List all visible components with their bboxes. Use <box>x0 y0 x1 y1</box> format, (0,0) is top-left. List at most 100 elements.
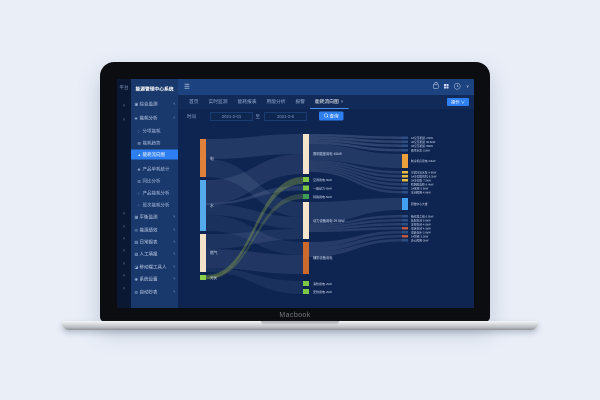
sidebar-item[interactable]: ◉ 系统设置 ∨ <box>131 274 178 284</box>
sankey-node[interactable] <box>402 198 408 210</box>
sankey-node[interactable] <box>402 171 408 174</box>
sidebar-item[interactable]: ◍ 自动抄表 ∨ <box>131 287 178 297</box>
sankey-node[interactable] <box>402 187 408 190</box>
sankey-chart[interactable]: 电水燃气 光伏 照明插座用电·45kW 空调用电·9kW 一般动力·6kW 特殊用电·5k… <box>193 129 473 307</box>
tab[interactable]: 首页 <box>184 95 204 109</box>
sidebar-item[interactable]: ○ 分项能耗 <box>131 126 178 136</box>
sidebar-item[interactable]: ▣综合监测 ∨ <box>131 99 178 109</box>
rail-collapse-chevron-icon[interactable]: ∨ <box>122 236 126 241</box>
tab-action-button[interactable]: 操作 ∨ <box>447 98 469 106</box>
sidebar-item[interactable]: ▦平衡监测 ∨ <box>131 212 178 222</box>
sankey-node[interactable] <box>402 136 408 140</box>
sankey-node[interactable] <box>303 185 309 191</box>
sankey-node-label: 喷涂车间·4.3kW <box>411 227 431 231</box>
sankey-node[interactable] <box>402 149 408 152</box>
sidebar-item[interactable]: ◎ 能源绩效 ∨ <box>131 225 178 235</box>
sankey-node[interactable] <box>200 139 206 177</box>
sankey-node[interactable] <box>402 144 408 148</box>
date-from-input[interactable]: 2021-2-01 <box>210 112 253 121</box>
date-range-separator: 至 <box>255 114 261 119</box>
sidebar-item-label: 同比分析 <box>142 178 161 184</box>
sankey-node[interactable] <box>303 242 309 274</box>
tab-active[interactable]: 能耗流向图 × <box>310 95 349 109</box>
sankey-link <box>309 231 402 247</box>
sankey-node[interactable] <box>303 202 309 239</box>
sankey-link <box>309 139 402 147</box>
tab[interactable]: 用能分析 <box>262 95 291 109</box>
tab[interactable]: 报警 <box>291 95 311 109</box>
sankey-node[interactable] <box>402 179 408 182</box>
sidebar-item-icon: ○ <box>137 192 140 196</box>
date-to-input[interactable]: 2021-2-6 <box>264 112 307 121</box>
rail-collapse-chevron-icon[interactable]: ∨ <box>122 261 126 266</box>
search-button[interactable]: 查询 <box>319 111 344 121</box>
tab[interactable]: 能耗报表 <box>233 95 262 109</box>
sankey-node[interactable] <box>402 154 408 168</box>
sankey-link <box>206 268 303 294</box>
sankey-link <box>206 159 303 217</box>
tab-close-icon[interactable]: × <box>340 99 344 104</box>
sankey-node[interactable] <box>303 194 309 199</box>
sankey-node[interactable] <box>402 191 408 194</box>
sidebar-item[interactable]: ◉ 产品单耗统计 <box>131 164 178 174</box>
hamburger-menu-icon[interactable]: ☰ <box>184 82 190 91</box>
sankey-node[interactable] <box>402 175 408 178</box>
sidebar-item-icon: ◍ <box>134 290 138 295</box>
sankey-node-label: 动力设备用电·29.5kW <box>313 218 346 223</box>
app-screen: 平台 ∨ ∨ ∨ ∨ ∨ ∨ ∨ ∨ ∨ 能源管理中心系统 ▣综合监测 ∨ ◈ 能耗分析 ∧ ○ 分项能耗 ▤… <box>117 79 474 308</box>
sidebar-item[interactable]: ○ 班次能耗分析 <box>131 200 178 210</box>
sankey-node-label: 循环水泵·31kW <box>411 149 430 153</box>
platform-rail-label: 平台 <box>119 85 129 90</box>
rail-collapse-chevron-icon[interactable]: ∨ <box>122 103 126 108</box>
sankey-node[interactable] <box>402 223 408 226</box>
sankey-node[interactable] <box>200 234 206 272</box>
sankey-link <box>309 219 402 228</box>
sankey-node[interactable] <box>402 215 408 218</box>
chevron-icon: ∨ <box>172 228 176 232</box>
chevron-icon: ∨ <box>172 102 176 106</box>
sankey-node[interactable] <box>303 281 309 286</box>
sidebar-item-label: 能耗分析 <box>139 115 158 121</box>
sidebar-item[interactable]: ◈ 能耗分析 ∧ <box>131 113 178 123</box>
sidebar-item[interactable]: ▨人工填报 ∨ <box>131 249 178 259</box>
sidebar-item[interactable]: ▲ 能耗流向图 <box>131 149 178 160</box>
sankey-node[interactable] <box>402 239 408 242</box>
sidebar-item[interactable]: ◪移动端工具人 ∨ <box>131 262 178 272</box>
sidebar-item[interactable]: ▥ 同比分析 <box>131 176 178 186</box>
tab[interactable]: 实时监测 <box>204 95 233 109</box>
sankey-node-label: 1#空压机组·47kW <box>411 136 433 140</box>
sankey-node-label: 安防用电·2kW <box>313 289 332 294</box>
sankey-link <box>309 170 402 194</box>
rail-collapse-chevron-icon[interactable]: ∨ <box>122 211 126 216</box>
rail-collapse-chevron-icon[interactable]: ∨ <box>122 248 126 253</box>
apps-grid-icon[interactable] <box>444 84 449 89</box>
sidebar-item[interactable]: ▧日常报表 ∨ <box>131 237 178 247</box>
sidebar-item[interactable]: ▤ 能耗趋势 <box>131 138 178 148</box>
rail-collapse-chevron-icon[interactable]: ∨ <box>122 286 126 291</box>
sankey-node[interactable] <box>402 219 408 222</box>
sankey-node[interactable] <box>303 134 309 174</box>
sankey-node[interactable] <box>303 289 309 294</box>
rail-collapse-chevron-icon[interactable]: ∨ <box>122 224 126 229</box>
sankey-node[interactable] <box>402 140 408 144</box>
sankey-node[interactable] <box>303 177 309 182</box>
lock-icon[interactable] <box>433 82 439 89</box>
sankey-node[interactable] <box>402 231 408 234</box>
clock-icon[interactable] <box>454 83 461 90</box>
caret-down-icon[interactable]: ∨ <box>466 83 469 89</box>
sidebar: 能源管理中心系统 ▣综合监测 ∨ ◈ 能耗分析 ∧ ○ 分项能耗 ▤ 能耗趋势 ▲ 能耗流向图 ◉ 产品… <box>131 79 178 308</box>
tab-label: 能耗流向图 <box>315 99 339 105</box>
rail-collapse-chevron-icon[interactable]: ∨ <box>122 273 126 278</box>
sidebar-item[interactable]: ○ 产品能耗分析 <box>131 188 178 198</box>
rail-collapse-chevron-icon[interactable]: ∨ <box>122 117 126 122</box>
sankey-link <box>206 204 303 229</box>
sankey-node[interactable] <box>402 235 408 238</box>
sankey-node[interactable] <box>200 180 206 231</box>
sankey-link <box>206 215 303 255</box>
sankey-node[interactable] <box>402 183 408 186</box>
sidebar-item-icon: ▦ <box>134 215 139 220</box>
sankey-node[interactable] <box>200 275 206 280</box>
sankey-node[interactable] <box>402 227 408 230</box>
sankey-node-label: 研发中心大楼 <box>411 202 428 206</box>
sidebar-item-icon: ▲ <box>137 153 141 158</box>
